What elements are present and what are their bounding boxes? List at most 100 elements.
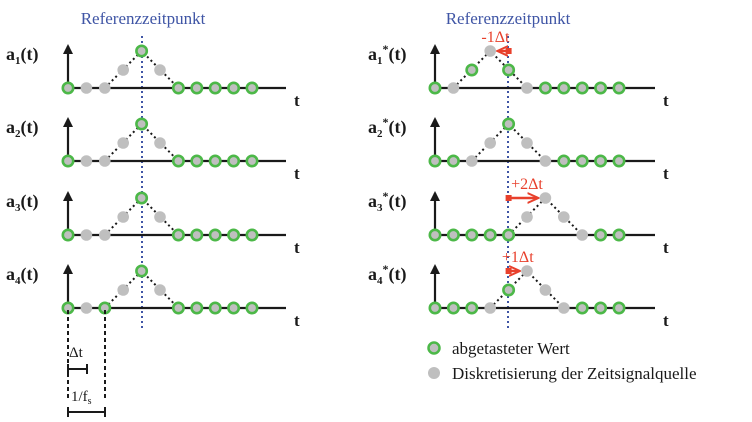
shift-label: +2Δt [511, 176, 543, 193]
right-sample-dot [594, 228, 608, 242]
left-grid-dot [117, 211, 129, 223]
right-sample-dot [612, 228, 626, 242]
shift-label: +1Δt [502, 249, 534, 266]
shift-origin-marker [505, 268, 512, 274]
left-signal-row-4: t a4(t) [6, 264, 300, 330]
shift-origin-marker [505, 48, 512, 54]
left-signal-row-2: t a2(t) [6, 117, 300, 183]
right-sample-dot [502, 117, 516, 131]
right-grid-dot [484, 302, 497, 314]
left-sample-dot [227, 81, 241, 95]
right-grid-dot [521, 82, 533, 94]
left-sample-dot [171, 228, 185, 242]
right-grid-dot [558, 211, 570, 223]
right-grid-dot [558, 302, 570, 314]
left-grid-dot [117, 137, 129, 149]
left-signal-label-1: a1(t) [6, 44, 38, 67]
left-sample-dot [208, 81, 222, 95]
right-signal-label-2: a2*(t) [368, 115, 406, 140]
right-signal-triangle [452, 49, 528, 89]
right-time-label: t [663, 91, 669, 110]
right-sample-dot [428, 228, 442, 242]
left-sample-dot [208, 154, 222, 168]
right-sample-dot [446, 154, 460, 168]
right-signal-triangle [471, 122, 547, 162]
left-signal-label-3: a3(t) [6, 191, 38, 214]
right-sample-dot [502, 283, 516, 297]
right-sample-dot [428, 81, 442, 95]
delta-t-label: Δt [69, 345, 84, 361]
right-sample-dot [594, 81, 608, 95]
right-grid-dot [466, 155, 478, 167]
left-sample-dot [190, 154, 204, 168]
right-grid-dot [539, 155, 552, 167]
left-sample-dot [190, 81, 204, 95]
left-signal-triangle [104, 269, 180, 309]
right-sample-dot [502, 63, 516, 77]
dimension-annotations: Δt 1/fs [67, 310, 106, 417]
right-grid-dot [484, 45, 497, 57]
left-grid-dot [117, 284, 129, 296]
right-sample-dot [612, 154, 626, 168]
legend-discretization-text: Diskretisierung der Zeitsignalquelle [452, 364, 697, 383]
right-sample-dot [575, 154, 589, 168]
right-grid-dot [539, 192, 552, 204]
legend: abgetasteter Wert Diskretisierung der Ze… [427, 339, 697, 383]
right-sample-dot [465, 301, 479, 315]
left-sample-dot [227, 301, 241, 315]
right-signal-triangle [507, 196, 583, 236]
left-reference-header: Referenzzeitpunkt [81, 9, 206, 28]
right-sample-dot [594, 154, 608, 168]
right-sample-dot [446, 228, 460, 242]
left-sample-dot [227, 154, 241, 168]
left-time-label: t [294, 91, 300, 110]
right-grid-dot [539, 284, 552, 296]
left-grid-dot [80, 82, 93, 94]
right-sample-dot [465, 228, 479, 242]
right-sample-dot [575, 81, 589, 95]
right-grid-dot [521, 211, 533, 223]
left-grid-dot [117, 64, 129, 76]
left-grid-dot [99, 229, 111, 241]
left-sample-dot [171, 301, 185, 315]
left-sample-dot [171, 81, 185, 95]
right-time-label: t [663, 164, 669, 183]
right-signal-triangle [489, 269, 565, 309]
right-sample-dot [594, 301, 608, 315]
right-sample-dot [428, 154, 442, 168]
left-sample-dot [61, 81, 75, 95]
right-sample-dot [557, 154, 571, 168]
right-grid-dot [521, 265, 533, 277]
right-signal-row-4: t a4*(t) +1Δt [368, 249, 669, 330]
left-grid-dot [154, 64, 166, 76]
shift-origin-marker [505, 195, 512, 201]
right-sample-dot [557, 81, 571, 95]
left-signal-row-1: t a1(t) [6, 44, 300, 110]
right-sample-dot [502, 228, 516, 242]
left-time-label: t [294, 238, 300, 257]
right-sample-dot [575, 301, 589, 315]
right-grid-dot [447, 82, 460, 94]
left-signal-row-3: t a3(t) [6, 191, 300, 257]
left-signal-triangle [104, 49, 180, 89]
left-grid-dot [154, 284, 166, 296]
left-signal-label-2: a2(t) [6, 117, 38, 140]
right-signal-row-3: t a3*(t) +2Δt [368, 176, 669, 257]
left-signal-label-4: a4(t) [6, 264, 38, 287]
left-sample-dot [245, 154, 259, 168]
right-signal-label-1: a1*(t) [368, 42, 406, 67]
right-signal-row-1: t a1*(t) -1Δt [368, 29, 669, 110]
left-sample-dot [135, 44, 149, 58]
right-sample-dot [538, 81, 552, 95]
left-grid-dot [99, 82, 111, 94]
right-signal-row-2: t a2*(t) [368, 115, 669, 183]
legend-sampled-text: abgetasteter Wert [452, 339, 570, 358]
right-signal-label-3: a3*(t) [368, 189, 406, 214]
right-grid-dot [521, 137, 533, 149]
left-sample-dot [135, 117, 149, 131]
right-sample-dot [428, 301, 442, 315]
right-sample-dot [465, 63, 479, 77]
left-sample-dot [190, 301, 204, 315]
left-signal-triangle [104, 122, 180, 162]
